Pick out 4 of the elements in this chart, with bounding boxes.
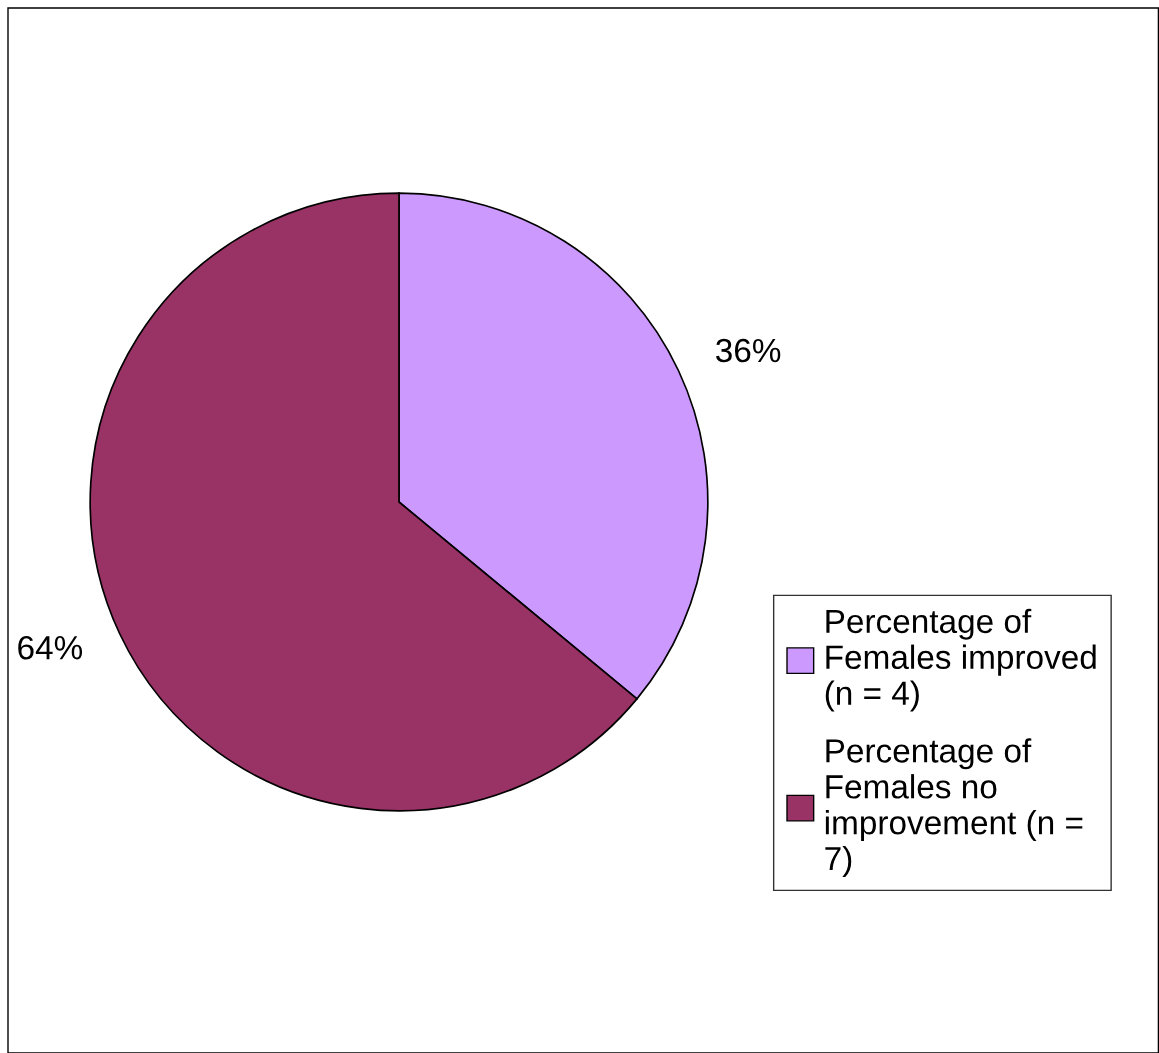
data-label: 64% (18, 635, 83, 660)
legend-label: Percentage of Females no improvement (n = 7) (825, 738, 1083, 877)
legend-label: Percentage of Females improved (n = 4) (825, 608, 1096, 712)
data-label: 36% (716, 338, 781, 363)
